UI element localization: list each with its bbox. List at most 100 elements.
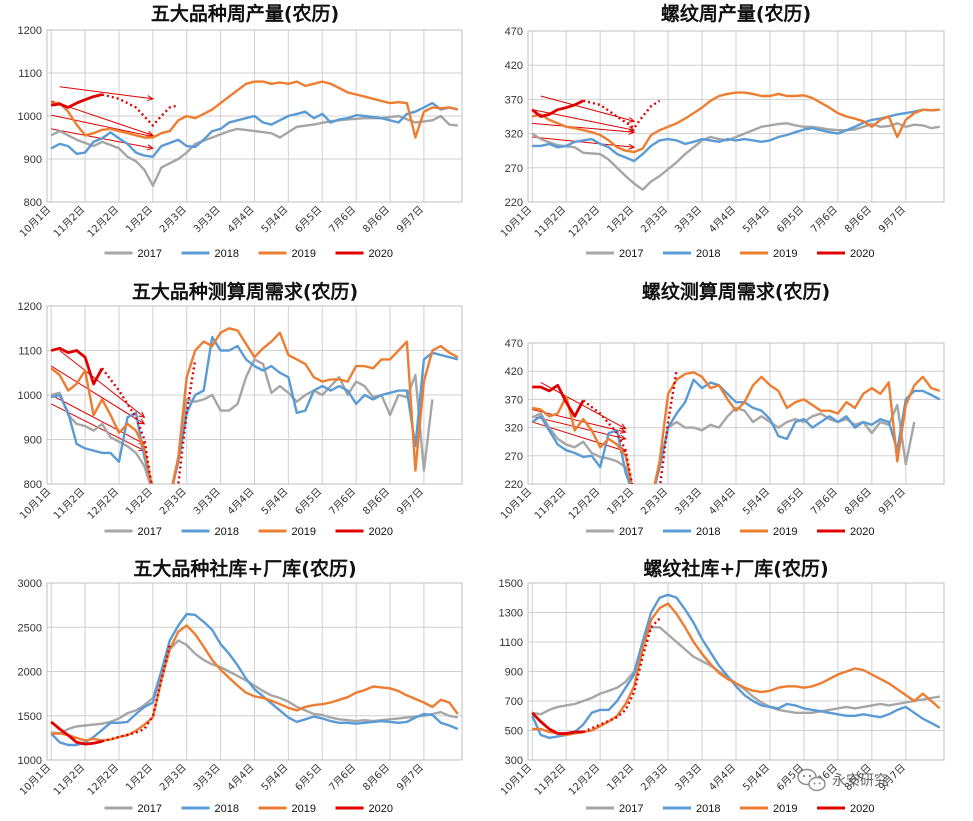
- y-tick-label: 1000: [18, 390, 42, 402]
- legend-label-2017: 2017: [138, 803, 162, 815]
- x-tick-label: 3月3日: [673, 486, 705, 518]
- x-tick-label: 2月3日: [639, 204, 671, 236]
- x-tick-label: 1月2日: [605, 762, 637, 794]
- series-line-2018: [50, 612, 459, 747]
- legend-label-2017: 2017: [619, 803, 643, 815]
- chart-title: 螺纹周产量(农历): [661, 2, 811, 25]
- series-line-2017: [51, 639, 459, 735]
- y-tick-label: 2000: [18, 667, 42, 679]
- legend-label-2019: 2019: [773, 248, 797, 260]
- series-line-2020-forecast: [582, 369, 678, 484]
- watermark: 永安研究: [797, 768, 888, 792]
- plot-area: [527, 582, 945, 761]
- series-line-2019: [51, 624, 459, 742]
- trend-arrow-line: [532, 122, 635, 133]
- x-tick-label: 7月6日: [808, 204, 840, 236]
- y-tick-label: 470: [505, 26, 523, 38]
- series-line-2020: [50, 720, 103, 746]
- y-tick-label: 320: [505, 423, 523, 435]
- x-tick-label: 8月6日: [360, 486, 392, 518]
- y-tick-label: 270: [505, 163, 523, 175]
- legend: 2017 2018 2019 2020: [586, 248, 874, 260]
- series-line-2018: [531, 593, 941, 740]
- legend-label-2018: 2018: [696, 526, 720, 538]
- y-tick-label: 800: [24, 197, 42, 209]
- chart-title: 五大品种测算周需求(农历): [132, 280, 358, 303]
- x-tick-label: 3月3日: [191, 486, 223, 518]
- plot-area: [46, 305, 463, 485]
- x-tick-label: 10月1日: [498, 204, 534, 240]
- x-tick-label: 1月2日: [605, 204, 637, 236]
- series-line-2020: [532, 383, 585, 418]
- y-tick-label: 220: [505, 197, 523, 209]
- x-tick-label: 12月2日: [85, 204, 121, 240]
- series-line-2018: [532, 108, 940, 163]
- legend-label-2018: 2018: [215, 526, 239, 538]
- x-tick-label: 6月5日: [293, 762, 325, 794]
- x-tick-label: 6月5日: [293, 204, 325, 236]
- series-line-2019: [531, 371, 941, 484]
- trend-arrow-head: [628, 126, 636, 133]
- x-tick-label: 5月4日: [259, 204, 291, 236]
- trend-arrow-line: [532, 136, 635, 148]
- plot-area: [46, 29, 463, 203]
- x-tick-label: 4月4日: [225, 762, 257, 794]
- x-tick-label: 5月4日: [740, 204, 772, 236]
- y-tick-label: 1200: [18, 301, 42, 313]
- trend-arrow-line: [59, 86, 153, 100]
- series-group: [50, 80, 459, 187]
- legend-label-2020: 2020: [369, 526, 393, 538]
- x-tick-label: 5月4日: [259, 762, 291, 794]
- y-tick-label: 1100: [18, 346, 42, 358]
- trend-arrow-head: [146, 144, 154, 151]
- series-line-2019: [531, 91, 940, 154]
- x-tick-label: 7月6日: [327, 762, 359, 794]
- trend-arrow-head: [138, 418, 146, 425]
- x-tick-label: 5月4日: [740, 762, 772, 794]
- legend-label-2019: 2019: [773, 803, 797, 815]
- x-tick-label: 11月2日: [51, 204, 87, 240]
- y-tick-label: 1100: [499, 637, 523, 649]
- trend-arrow-line: [50, 365, 145, 425]
- legend-label-2020: 2020: [369, 248, 393, 260]
- legend-label-2017: 2017: [138, 526, 162, 538]
- x-tick-label: 12月2日: [85, 486, 121, 522]
- y-tick-label: 3000: [18, 578, 42, 590]
- legend-label-2020: 2020: [850, 803, 874, 815]
- chart-title: 螺纹社库+厂库(农历): [643, 557, 828, 580]
- x-tick-label: 4月4日: [706, 204, 738, 236]
- y-tick-label: 1000: [18, 755, 42, 767]
- x-tick-label: 10月1日: [17, 204, 53, 240]
- x-tick-label: 5月4日: [740, 486, 772, 518]
- y-tick-label: 1300: [499, 608, 523, 620]
- trend-arrow-line: [532, 409, 626, 433]
- trend-arrow-head: [138, 411, 146, 418]
- legend: 2017 2018 2019 2020: [104, 526, 393, 538]
- x-tick-label: 10月1日: [17, 762, 53, 798]
- series-group: [531, 369, 941, 484]
- x-tick-label: 3月3日: [191, 204, 223, 236]
- x-tick-label: 12月2日: [85, 762, 121, 798]
- wechat-icon: [797, 768, 826, 792]
- x-tick-label: 4月4日: [706, 762, 738, 794]
- watermark-text: 永安研究: [832, 773, 888, 789]
- series-group: [531, 91, 940, 191]
- x-tick-label: 11月2日: [532, 204, 568, 240]
- series-line-2020-forecast: [101, 644, 171, 743]
- x-tick-label: 6月5日: [774, 486, 806, 518]
- x-tick-label: 7月6日: [327, 486, 359, 518]
- x-tick-label: 11月2日: [532, 762, 568, 798]
- x-tick-label: 2月3日: [639, 762, 671, 794]
- trend-arrow-head: [628, 116, 636, 123]
- x-tick-label: 1月2日: [123, 486, 155, 518]
- series-line-2020-forecast: [582, 99, 661, 130]
- y-tick-label: 500: [505, 726, 523, 738]
- y-tick-label: 1000: [18, 111, 42, 123]
- chart-panel-5: 五大品种社库+厂库(农历) 1000 1500 2000 2500 3000 10月1日11…: [17, 557, 463, 815]
- x-tick-label: 2月3日: [157, 762, 189, 794]
- legend-label-2019: 2019: [292, 803, 316, 815]
- y-tick-label: 900: [24, 435, 42, 447]
- y-tick-label: 2500: [18, 622, 42, 634]
- legend-label-2020: 2020: [850, 248, 874, 260]
- x-tick-label: 1月2日: [605, 486, 637, 518]
